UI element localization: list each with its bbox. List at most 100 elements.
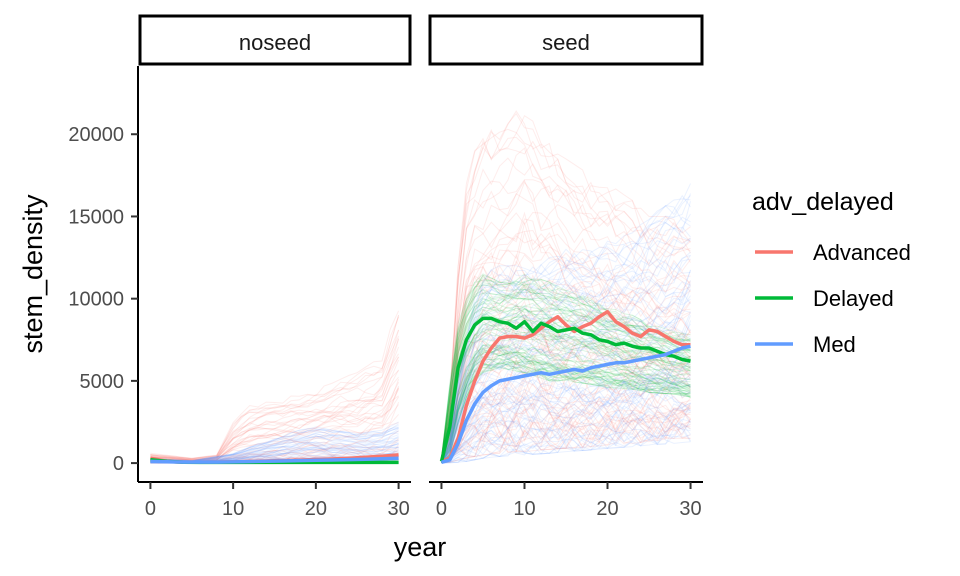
ensemble-trace-advanced <box>150 338 400 461</box>
ensemble-trace-med <box>441 352 691 463</box>
ensemble-trace-advanced <box>441 268 691 460</box>
ensemble-trace-delayed <box>441 357 691 464</box>
ensemble-trace-delayed <box>441 346 691 463</box>
ensemble-trace-delayed <box>441 279 691 459</box>
ensemble-trace-med <box>441 410 691 464</box>
ensemble-trace-advanced <box>150 353 400 460</box>
ensemble-trace-advanced <box>441 357 691 463</box>
ensemble-trace-delayed <box>441 308 691 461</box>
ensemble-trace-med <box>441 359 691 463</box>
ensemble-trace-delayed <box>441 278 691 459</box>
ensemble-trace-med <box>441 423 691 464</box>
ensemble-trace-med <box>441 238 691 462</box>
facet-label-noseed: noseed <box>239 30 311 55</box>
ensemble-trace-advanced <box>441 410 691 464</box>
panel-seed <box>439 110 691 464</box>
ensemble-trace-med <box>441 193 691 461</box>
ensemble-trace-advanced <box>441 321 691 461</box>
ensemble-trace-med <box>441 393 691 463</box>
ensemble-trace-advanced <box>441 294 691 461</box>
ensemble-trace-advanced <box>441 414 691 464</box>
legend-label-med: Med <box>813 332 856 357</box>
ensemble-trace-advanced <box>441 269 691 460</box>
x-tick-label: 10 <box>222 498 244 520</box>
ensemble-trace-advanced <box>441 403 691 464</box>
ensemble-trace-delayed <box>441 339 691 463</box>
series-line-med <box>150 456 399 464</box>
ensemble-trace-advanced <box>441 360 691 462</box>
ensemble-trace-med <box>441 355 691 463</box>
ensemble-trace-advanced <box>441 211 691 460</box>
x-axis-noseed: 0 10 20 30 <box>138 481 411 520</box>
ensemble-trace-advanced <box>150 335 400 460</box>
ensemble-trace-advanced <box>441 406 691 463</box>
ensemble-trace-med <box>441 358 691 463</box>
x-tick-label: 0 <box>436 498 447 520</box>
ensemble-trace-med <box>441 216 691 461</box>
ensemble-trace-advanced <box>150 356 400 461</box>
ensemble-trace-delayed <box>441 316 691 461</box>
ensemble-trace-med <box>441 416 691 464</box>
ensemble-trace-med <box>441 226 691 461</box>
ensemble-trace-advanced <box>441 403 691 463</box>
ensemble-trace-med <box>441 258 691 461</box>
ensemble-trace-med <box>441 201 691 461</box>
ensemble-trace-med <box>441 320 691 463</box>
ensemble-trace-med <box>441 270 691 462</box>
ensemble-trace-advanced <box>150 315 400 460</box>
ensemble-trace-advanced <box>441 221 691 459</box>
y-tick-label: 0 <box>113 453 124 475</box>
facet-label-seed: seed <box>542 30 590 55</box>
ensemble-trace-advanced <box>150 369 400 461</box>
ensemble-trace-advanced <box>441 147 691 458</box>
ensemble-trace-delayed <box>441 343 691 463</box>
ensemble-trace-delayed <box>441 325 691 461</box>
ensemble-trace-advanced <box>150 356 400 461</box>
ensemble-trace-advanced <box>150 329 400 459</box>
ensemble-trace-delayed <box>441 273 691 459</box>
ensemble-trace-med <box>441 204 691 461</box>
ensemble-trace-advanced <box>441 229 691 460</box>
x-tick-label: 30 <box>387 498 409 520</box>
ensemble-lines-noseed <box>150 310 400 464</box>
ensemble-trace-delayed <box>441 327 691 462</box>
ensemble-trace-advanced <box>150 315 400 460</box>
ensemble-trace-delayed <box>441 334 691 462</box>
ensemble-trace-advanced <box>441 371 691 462</box>
panel-noseed <box>150 310 400 465</box>
ensemble-trace-med <box>441 337 691 462</box>
y-axis-title: stem_density <box>18 194 48 354</box>
ensemble-trace-advanced <box>441 314 691 461</box>
ensemble-trace-med <box>441 418 691 464</box>
ensemble-trace-med <box>441 380 691 463</box>
ensemble-trace-advanced <box>441 382 691 463</box>
ensemble-trace-advanced <box>441 114 691 457</box>
ensemble-trace-advanced <box>441 128 691 457</box>
facet-strip-noseed: noseed <box>138 14 412 66</box>
ensemble-trace-med <box>441 194 691 461</box>
ensemble-trace-delayed <box>441 296 691 460</box>
ensemble-trace-advanced <box>441 393 691 463</box>
ensemble-trace-delayed <box>441 282 691 459</box>
ensemble-trace-advanced <box>441 406 691 463</box>
ensemble-trace-delayed <box>441 313 691 461</box>
ensemble-trace-med <box>441 361 691 463</box>
ensemble-trace-med <box>441 183 691 460</box>
ensemble-trace-med <box>441 372 691 463</box>
ensemble-trace-advanced <box>441 402 691 464</box>
ensemble-trace-med <box>441 408 691 464</box>
y-tick-label: 5000 <box>80 371 125 393</box>
ensemble-trace-delayed <box>441 366 691 464</box>
ensemble-trace-advanced <box>441 246 691 460</box>
mean-lines-noseed <box>150 453 399 465</box>
ensemble-trace-advanced <box>441 389 691 464</box>
ensemble-trace-delayed <box>441 301 691 460</box>
ensemble-trace-advanced <box>441 211 691 459</box>
ensemble-trace-advanced <box>441 319 691 461</box>
y-tick-label: 10000 <box>68 289 124 311</box>
series-line-med <box>440 344 691 464</box>
ensemble-trace-advanced <box>441 157 691 458</box>
ensemble-trace-med <box>441 198 691 460</box>
ensemble-trace-advanced <box>150 316 400 460</box>
ensemble-trace-advanced <box>441 331 691 462</box>
